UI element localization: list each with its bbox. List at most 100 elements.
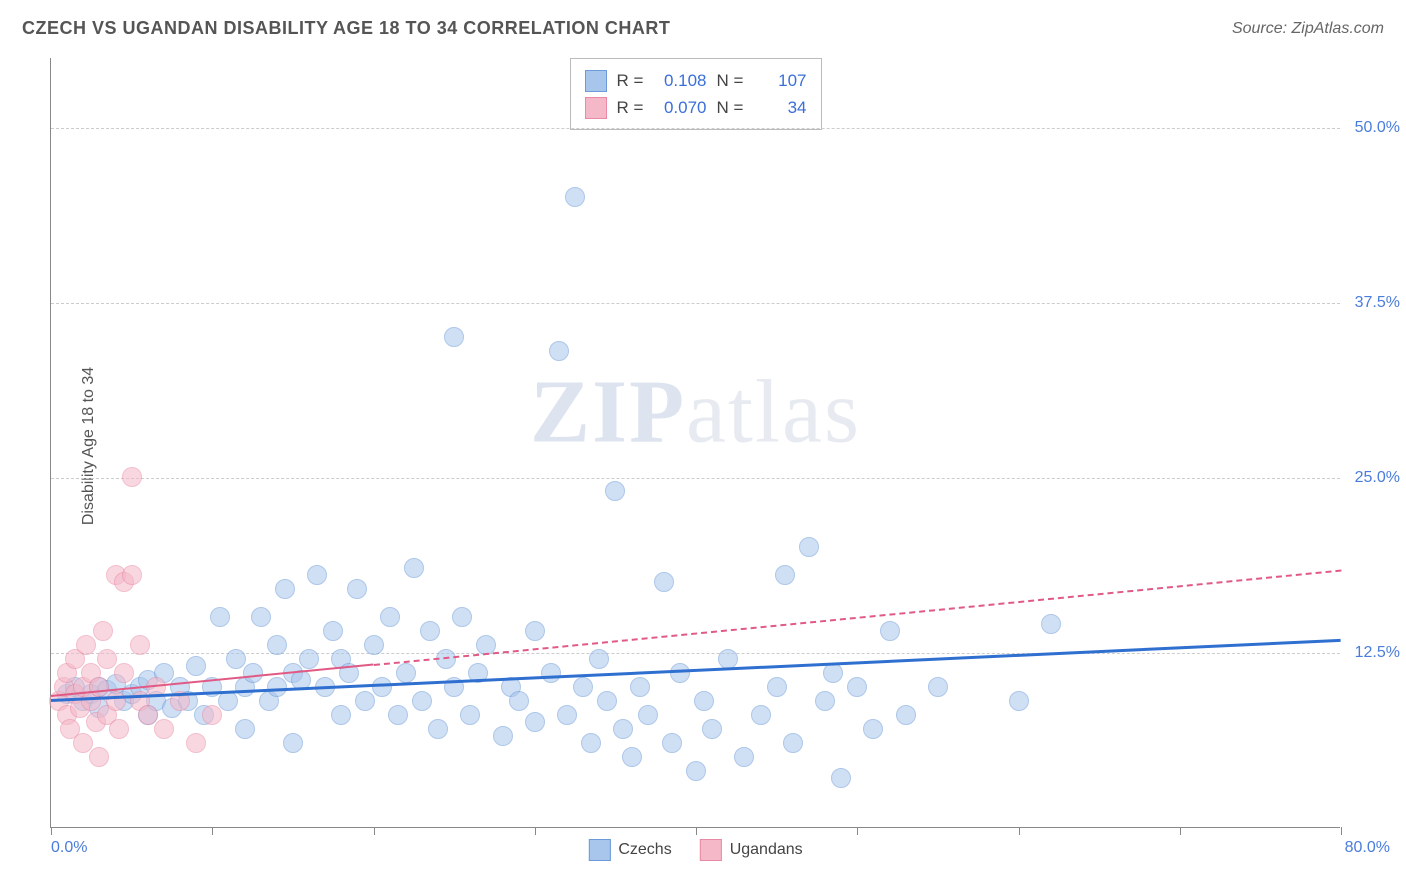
x-tick [696, 827, 697, 835]
watermark: ZIPatlas [530, 360, 861, 463]
data-point [130, 635, 150, 655]
data-point [493, 726, 513, 746]
r-label: R = [617, 67, 647, 94]
data-point [541, 663, 561, 683]
data-point [686, 761, 706, 781]
x-tick [1341, 827, 1342, 835]
data-point [283, 733, 303, 753]
data-point [581, 733, 601, 753]
data-point [654, 572, 674, 592]
data-point [138, 705, 158, 725]
data-point [226, 649, 246, 669]
data-point [1041, 614, 1061, 634]
data-point [670, 663, 690, 683]
y-tick-label: 25.0% [1355, 469, 1400, 487]
swatch-ugandans-icon [700, 839, 722, 861]
data-point [347, 579, 367, 599]
data-point [355, 691, 375, 711]
data-point [404, 558, 424, 578]
r-value: 0.070 [657, 94, 707, 121]
legend: Czechs Ugandans [588, 839, 802, 861]
data-point [815, 691, 835, 711]
data-point [630, 677, 650, 697]
data-point [525, 712, 545, 732]
data-point [460, 705, 480, 725]
data-point [799, 537, 819, 557]
data-point [412, 691, 432, 711]
n-value: 34 [757, 94, 807, 121]
data-point [928, 677, 948, 697]
x-tick [212, 827, 213, 835]
gridline [51, 303, 1340, 304]
data-point [420, 621, 440, 641]
data-point [106, 691, 126, 711]
data-point [210, 607, 230, 627]
source-label: Source: ZipAtlas.com [1232, 20, 1384, 38]
x-tick [535, 827, 536, 835]
stats-legend-box: R = 0.108 N = 107 R = 0.070 N = 34 [570, 58, 822, 130]
gridline [51, 478, 1340, 479]
data-point [525, 621, 545, 641]
n-value: 107 [757, 67, 807, 94]
data-point [428, 719, 448, 739]
data-point [73, 733, 93, 753]
data-point [622, 747, 642, 767]
data-point [775, 565, 795, 585]
x-tick [51, 827, 52, 835]
data-point [275, 579, 295, 599]
data-point [202, 705, 222, 725]
data-point [549, 341, 569, 361]
data-point [734, 747, 754, 767]
data-point [718, 649, 738, 669]
data-point [109, 719, 129, 739]
x-tick [374, 827, 375, 835]
legend-item-ugandans: Ugandans [700, 839, 803, 861]
data-point [613, 719, 633, 739]
data-point [880, 621, 900, 641]
data-point [323, 621, 343, 641]
data-point [767, 677, 787, 697]
data-point [122, 565, 142, 585]
swatch-czechs-icon [585, 70, 607, 92]
data-point [364, 635, 384, 655]
data-point [372, 677, 392, 697]
y-tick-label: 37.5% [1355, 294, 1400, 312]
data-point [1009, 691, 1029, 711]
stats-row-ugandans: R = 0.070 N = 34 [585, 94, 807, 121]
stats-row-czechs: R = 0.108 N = 107 [585, 67, 807, 94]
swatch-ugandans-icon [585, 97, 607, 119]
data-point [89, 747, 109, 767]
data-point [122, 467, 142, 487]
x-tick [1180, 827, 1181, 835]
chart-title: CZECH VS UGANDAN DISABILITY AGE 18 TO 34… [22, 18, 670, 39]
n-label: N = [717, 94, 747, 121]
data-point [396, 663, 416, 683]
data-point [863, 719, 883, 739]
data-point [93, 621, 113, 641]
legend-item-czechs: Czechs [588, 839, 671, 861]
r-label: R = [617, 94, 647, 121]
data-point [380, 607, 400, 627]
x-tick [1019, 827, 1020, 835]
data-point [388, 705, 408, 725]
data-point [589, 649, 609, 669]
data-point [605, 481, 625, 501]
x-tick-label: 80.0% [1345, 839, 1390, 857]
data-point [154, 719, 174, 739]
gridline [51, 128, 1340, 129]
x-tick-label: 0.0% [51, 839, 87, 857]
data-point [831, 768, 851, 788]
y-tick-label: 12.5% [1355, 644, 1400, 662]
data-point [76, 635, 96, 655]
n-label: N = [717, 67, 747, 94]
data-point [557, 705, 577, 725]
data-point [509, 691, 529, 711]
swatch-czechs-icon [588, 839, 610, 861]
data-point [251, 607, 271, 627]
data-point [694, 691, 714, 711]
r-value: 0.108 [657, 67, 707, 94]
data-point [267, 635, 287, 655]
data-point [823, 663, 843, 683]
data-point [307, 565, 327, 585]
data-point [186, 656, 206, 676]
